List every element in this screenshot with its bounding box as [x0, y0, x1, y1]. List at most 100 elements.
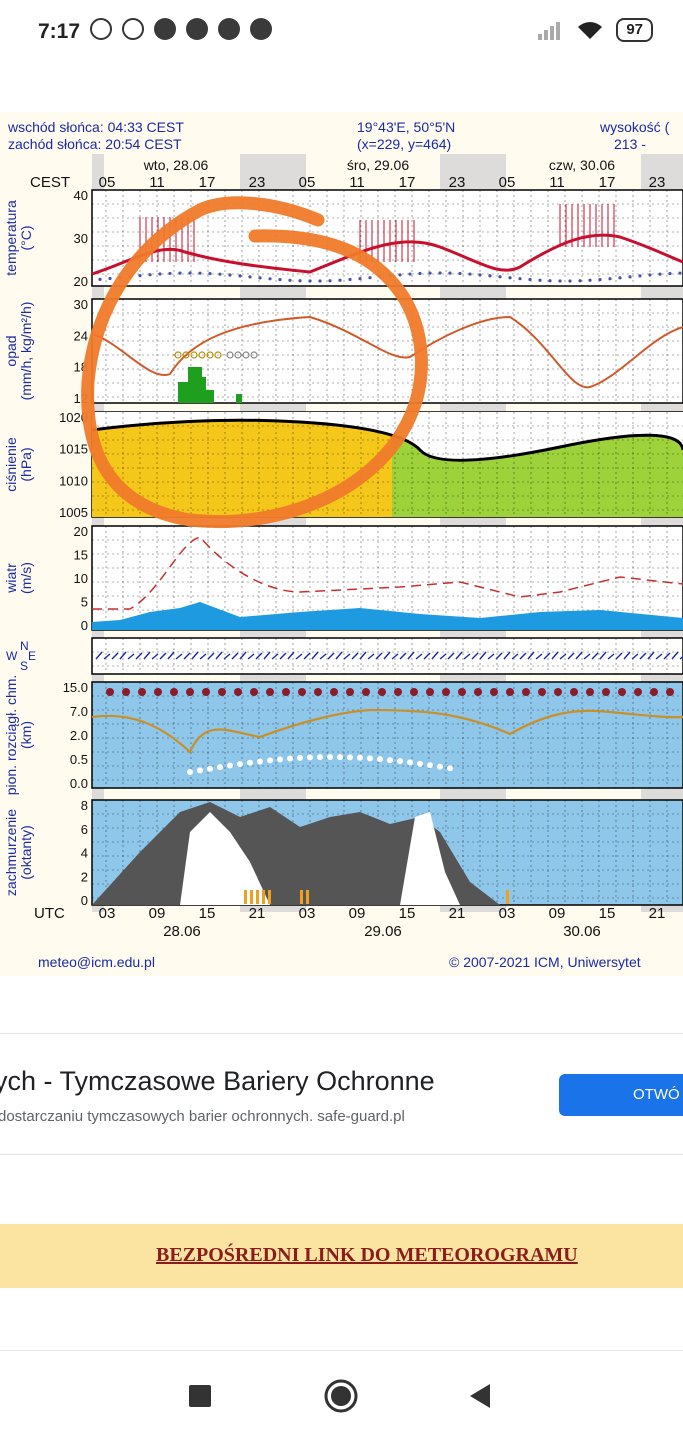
wind-barb — [303, 652, 311, 660]
wind-area — [92, 602, 683, 630]
cloud-dot — [314, 688, 322, 696]
day-label-bottom: 28.06 — [163, 923, 201, 940]
wind-barb — [575, 651, 583, 660]
precip-tick — [306, 890, 309, 904]
wind-barb — [591, 652, 599, 660]
precip-tick — [506, 890, 509, 904]
fire-icon — [218, 18, 240, 40]
tick-label: 40 — [74, 188, 88, 203]
tick-label: 15.0 — [63, 680, 88, 695]
wind-barb — [359, 651, 367, 660]
precip-tick — [250, 890, 253, 904]
cloud-base-dot — [387, 757, 393, 764]
wind-barb — [127, 653, 135, 660]
recents-icon[interactable] — [188, 1384, 212, 1408]
wind-barb — [391, 653, 399, 660]
wind-barb — [599, 651, 607, 660]
link-bar: BEZPOŚREDNI LINK DO METEOROGRAMU — [0, 1224, 683, 1288]
wind-barb — [255, 652, 263, 660]
tick-label: 5 — [81, 595, 88, 610]
ad-title[interactable]: ych - Tymczasowe Bariery Ochronne — [0, 1066, 435, 1096]
wind-barb — [263, 651, 271, 660]
cloud-base-dot — [337, 754, 343, 761]
cloud-base-dot — [327, 754, 333, 761]
wind-barb — [495, 652, 503, 660]
wind-barb — [271, 653, 279, 660]
panel-label: (m/s) — [18, 562, 34, 594]
wifi-icon — [578, 22, 603, 39]
tick-label: 15 — [74, 548, 88, 563]
hour-label-bottom: 15 — [199, 905, 216, 922]
meteogram-direct-link[interactable]: BEZPOŚREDNI LINK DO METEOROGRAMU — [156, 1244, 578, 1266]
wind-barb — [367, 653, 375, 660]
wind-barb — [639, 652, 647, 660]
wind-barb — [415, 653, 423, 660]
precip-marker — [242, 351, 250, 359]
precip-tick — [244, 890, 247, 904]
mute-notifications-icon — [90, 18, 112, 40]
cloud-top-line — [91, 708, 683, 754]
cloud-base-dot — [447, 765, 453, 772]
precip-tick — [300, 890, 303, 904]
copyright-text: © 2007-2021 ICM, Uniwersytet — [449, 954, 641, 970]
compass-label: W — [6, 649, 18, 663]
cloud-base-dot — [407, 759, 413, 766]
wind-barb — [559, 653, 567, 660]
precip-marker — [198, 351, 206, 359]
ad-banner[interactable]: ych - Tymczasowe Bariery Ochronne dostar… — [0, 1033, 683, 1155]
cloud-base-dot — [267, 757, 273, 764]
hour-label-bottom: 15 — [599, 905, 616, 922]
timezone-bottom: UTC — [34, 905, 65, 922]
hour-label-top: 23 — [249, 174, 266, 191]
contact-email[interactable]: meteo@icm.edu.pl — [38, 954, 155, 970]
panel-label: (hPa) — [18, 447, 34, 481]
wind-barb — [167, 651, 175, 660]
hour-label-top: 05 — [499, 174, 516, 191]
cloud-base-dot — [297, 754, 303, 761]
wind-barb — [447, 652, 455, 660]
cloud-dot — [122, 688, 130, 696]
sunrise-text: wschód słońca: 04:33 CEST — [7, 119, 184, 135]
wind-barb — [119, 651, 127, 660]
meteogram: wschód słońca: 04:33 CEST zachód słońca:… — [0, 112, 683, 976]
tick-label: 0 — [81, 893, 88, 908]
cloud-base-dot — [307, 754, 313, 761]
wind-barb — [151, 653, 159, 660]
cloud-base-dot — [367, 755, 373, 762]
wind-barb — [439, 653, 447, 660]
ad-description: dostarczaniu tymczasowych barier ochronn… — [0, 1108, 405, 1125]
hour-label-bottom: 03 — [299, 905, 316, 922]
cloud-base-dot — [197, 767, 203, 774]
panel-label: pion. rozciągł. chm. — [3, 675, 19, 796]
day-label-top: czw, 30.06 — [549, 157, 615, 173]
cloud-dot — [570, 688, 578, 696]
back-icon[interactable] — [468, 1383, 492, 1409]
hour-label-bottom: 09 — [149, 905, 166, 922]
precip-tick — [262, 890, 265, 904]
ad-open-button[interactable]: OTWÓ — [559, 1074, 683, 1116]
cloud-base-dot — [377, 756, 383, 763]
tick-label: 1005 — [59, 505, 88, 520]
panel-label: (oktanty) — [18, 825, 34, 879]
hour-labels-top: 05 11 17 23 05 11 17 23 05 11 17 23 — [99, 174, 666, 191]
wind-barb — [335, 651, 343, 660]
tick-label: 10 — [74, 571, 88, 586]
app-notification-icon-2 — [250, 18, 272, 40]
hour-label-top: 11 — [149, 174, 165, 191]
wind-barb — [231, 652, 239, 660]
cloud-dot — [250, 688, 258, 696]
tick-label: 0.5 — [70, 752, 88, 767]
precipitation-bar — [178, 382, 188, 403]
wind-barb — [463, 653, 471, 660]
tick-label: 7.0 — [70, 704, 88, 719]
wind-barb — [319, 653, 327, 660]
wind-barb — [135, 652, 143, 660]
wind-barb — [423, 652, 431, 660]
home-icon[interactable] — [323, 1378, 359, 1414]
cloud-dot — [522, 688, 530, 696]
wind-barb — [663, 652, 671, 660]
wind-barb — [199, 653, 207, 660]
cloud-dot — [138, 688, 146, 696]
panel-label: wiatr — [3, 563, 19, 594]
